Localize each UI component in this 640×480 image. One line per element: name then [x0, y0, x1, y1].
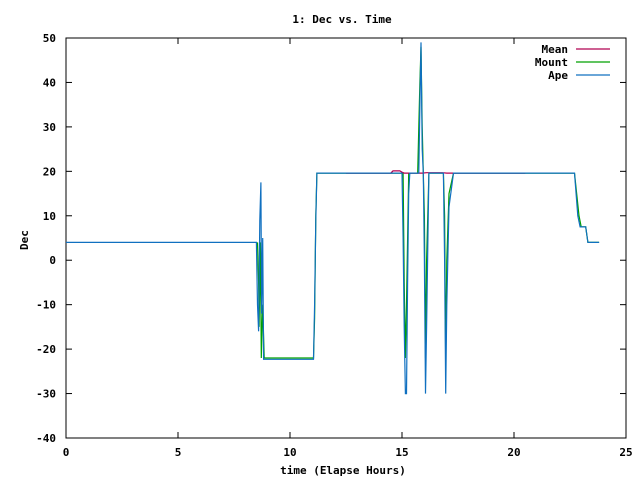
y-tick-label: -10	[36, 299, 56, 312]
x-tick-label: 10	[283, 446, 296, 459]
y-tick-label: -40	[36, 432, 56, 445]
x-tick-label: 15	[395, 446, 408, 459]
x-tick-label: 0	[63, 446, 70, 459]
series-group	[66, 42, 600, 395]
y-tick-label: -20	[36, 343, 56, 356]
plot-frame	[65, 37, 627, 439]
legend-label-mount: Mount	[535, 56, 568, 69]
series-line-ape	[66, 42, 600, 395]
x-tick-label: 20	[507, 446, 520, 459]
x-tick-label: 25	[619, 446, 632, 459]
x-tick-label: 5	[175, 446, 182, 459]
y-tick-label: 40	[43, 76, 56, 89]
x-axis-label: time (Elapse Hours)	[280, 464, 406, 477]
y-tick-label: 30	[43, 121, 56, 134]
legend-label-ape: Ape	[548, 69, 568, 82]
y-tick-label: -30	[36, 388, 56, 401]
y-tick-label: 0	[49, 254, 56, 267]
y-axis-label: Dec	[18, 230, 31, 250]
legend-label-mean: Mean	[542, 43, 569, 56]
y-tick-label: 50	[43, 32, 56, 45]
y-tick-label: 20	[43, 165, 56, 178]
chart-title: 1: Dec vs. Time	[292, 13, 392, 26]
axes-group: -40 -30 -20 -10 0 10 20 30 40 50 0 5 10 15 20 25	[36, 32, 633, 459]
y-tick-label: 10	[43, 210, 56, 223]
